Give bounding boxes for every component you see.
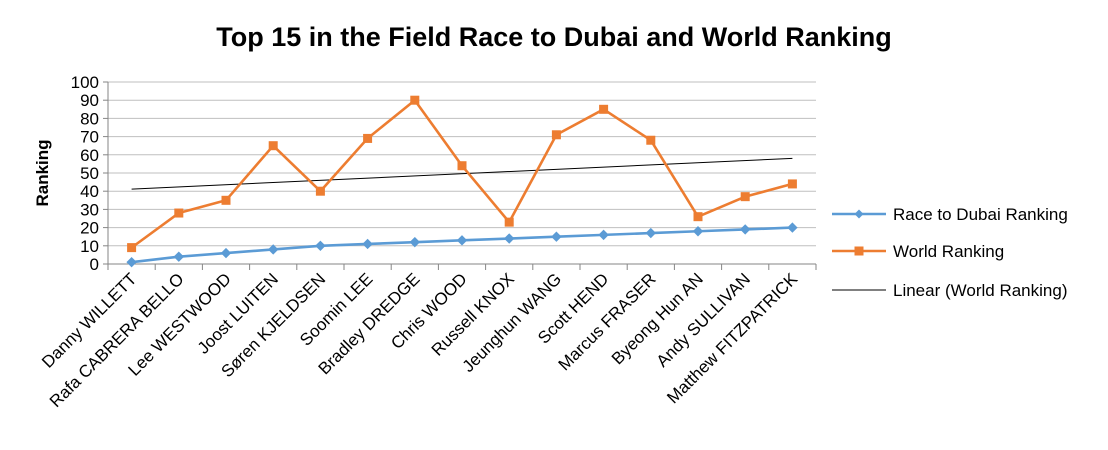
legend: Race to Dubai Ranking World Ranking Linear… <box>832 205 1068 300</box>
legend-marker <box>854 209 864 219</box>
series-layer <box>126 95 798 268</box>
y-tick-label: 90 <box>80 91 99 110</box>
y-tick-label: 100 <box>71 73 99 92</box>
y-tick-label: 10 <box>80 237 99 256</box>
data-point <box>739 224 751 235</box>
y-tick-label: 80 <box>80 109 99 128</box>
data-point <box>127 243 137 253</box>
data-point <box>504 217 514 227</box>
data-point <box>315 240 326 252</box>
y-tick-label: 60 <box>80 146 99 165</box>
data-point <box>646 135 656 145</box>
data-point <box>221 195 231 205</box>
data-point <box>740 192 750 202</box>
data-point <box>692 226 704 237</box>
data-point <box>551 231 562 242</box>
chart-title: Top 15 in the Field Race to Dubai and Wo… <box>216 22 892 52</box>
y-tick-label: 20 <box>80 219 99 238</box>
data-point <box>551 130 561 140</box>
x-tick-label: Russell KNOX <box>428 269 518 359</box>
data-point <box>268 141 278 151</box>
legend-marker <box>854 246 864 256</box>
data-point <box>410 95 420 105</box>
y-tick-label: 70 <box>80 128 99 147</box>
data-point <box>174 208 184 218</box>
y-tick-label: 0 <box>90 255 99 274</box>
data-point <box>693 212 703 222</box>
data-point <box>787 222 798 233</box>
data-point <box>645 227 657 239</box>
data-point <box>126 256 137 268</box>
y-tick-label: 50 <box>80 164 99 183</box>
data-point <box>362 238 373 250</box>
data-point <box>315 186 325 196</box>
y-tick-label: 40 <box>80 182 99 201</box>
data-point <box>457 161 467 171</box>
legend-label: World Ranking <box>893 242 1004 261</box>
data-point <box>173 251 185 262</box>
data-point <box>456 235 468 246</box>
data-point <box>599 104 609 114</box>
gridlines <box>108 81 816 247</box>
legend-label: Race to Dubai Ranking <box>893 205 1068 224</box>
data-point <box>409 236 421 248</box>
legend-label: Linear (World Ranking) <box>893 281 1067 300</box>
y-tick-label: 30 <box>80 200 99 219</box>
data-point <box>503 233 515 244</box>
data-point <box>267 244 279 255</box>
data-point <box>363 133 373 143</box>
data-point <box>598 229 609 241</box>
y-axis-label: Ranking <box>33 139 52 206</box>
axes <box>103 81 817 270</box>
data-point <box>787 179 797 189</box>
data-point <box>220 247 232 259</box>
